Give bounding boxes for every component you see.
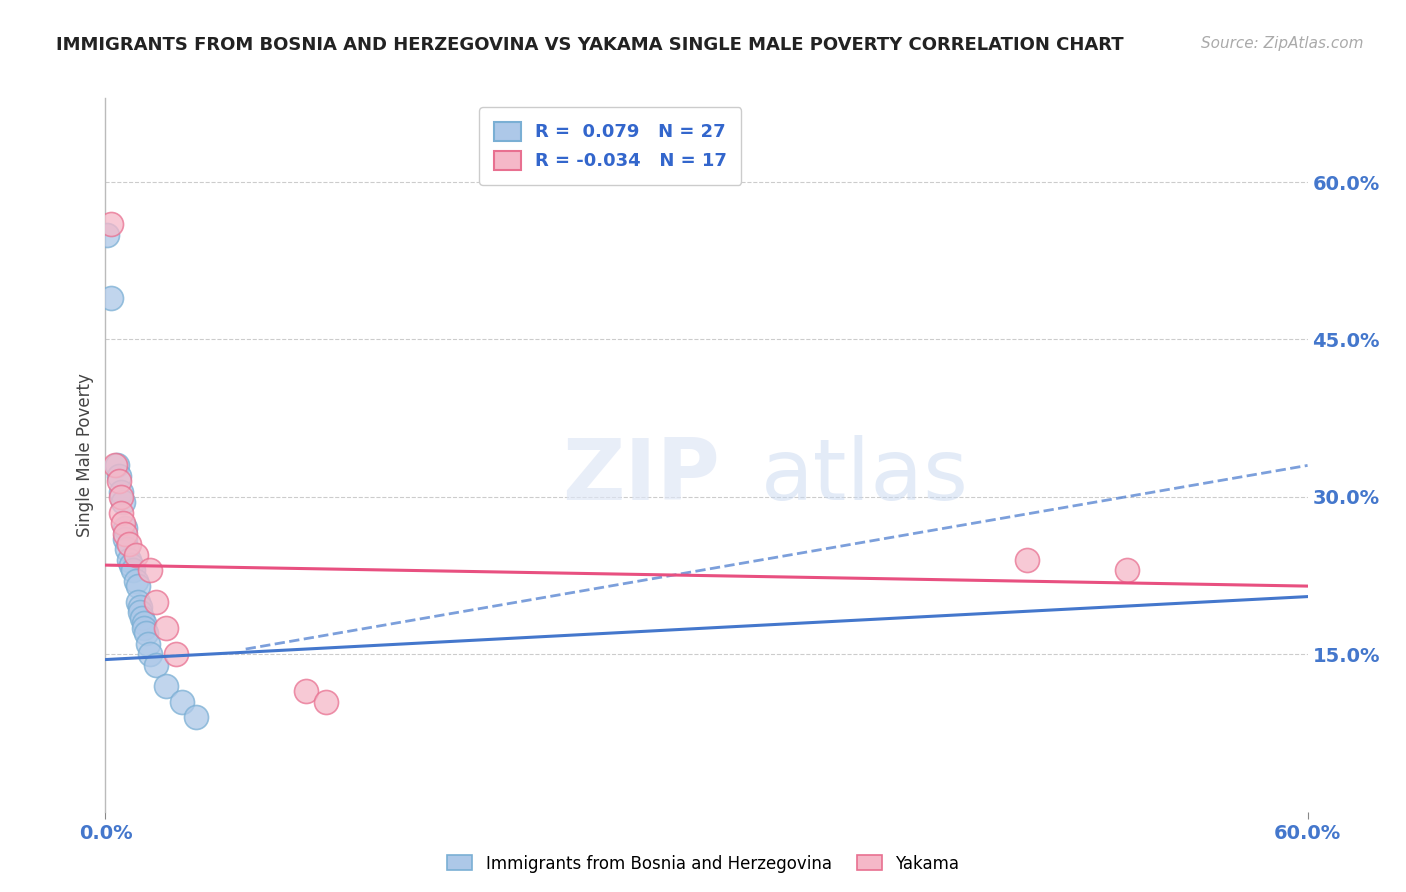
- Point: [100, 217, 122, 231]
- Point: [1017, 553, 1039, 567]
- Point: [145, 657, 167, 672]
- Point: [110, 506, 132, 520]
- Point: [108, 469, 131, 483]
- Point: [295, 684, 318, 698]
- Point: [100, 291, 122, 305]
- Point: [104, 458, 127, 473]
- Legend: R =  0.079   N = 27, R = -0.034   N = 17: R = 0.079 N = 27, R = -0.034 N = 17: [479, 107, 741, 185]
- Legend: Immigrants from Bosnia and Herzegovina, Yakama: Immigrants from Bosnia and Herzegovina, …: [440, 848, 966, 880]
- Point: [138, 648, 160, 662]
- Point: [127, 579, 149, 593]
- Point: [112, 495, 135, 509]
- Point: [135, 626, 157, 640]
- Point: [122, 563, 145, 577]
- Point: [138, 563, 160, 577]
- Point: [127, 595, 149, 609]
- Point: [1116, 563, 1139, 577]
- Point: [108, 474, 131, 488]
- Point: [110, 484, 132, 499]
- Point: [110, 490, 132, 504]
- Point: [128, 605, 150, 619]
- Point: [128, 600, 150, 615]
- Point: [124, 548, 146, 562]
- Point: [114, 532, 136, 546]
- Text: atlas: atlas: [761, 434, 969, 518]
- Point: [155, 621, 177, 635]
- Point: [155, 679, 177, 693]
- Point: [184, 710, 207, 724]
- Point: [170, 694, 193, 708]
- Point: [118, 553, 141, 567]
- Point: [107, 458, 129, 473]
- Point: [112, 516, 135, 530]
- Point: [114, 526, 136, 541]
- Point: [315, 694, 337, 708]
- Text: ZIP: ZIP: [562, 434, 720, 518]
- Point: [121, 558, 143, 573]
- Point: [145, 595, 167, 609]
- Text: Source: ZipAtlas.com: Source: ZipAtlas.com: [1201, 36, 1364, 51]
- Point: [124, 574, 146, 588]
- Point: [132, 615, 155, 630]
- Point: [114, 521, 136, 535]
- Point: [118, 537, 141, 551]
- Point: [117, 542, 139, 557]
- Point: [131, 610, 153, 624]
- Text: IMMIGRANTS FROM BOSNIA AND HERZEGOVINA VS YAKAMA SINGLE MALE POVERTY CORRELATION: IMMIGRANTS FROM BOSNIA AND HERZEGOVINA V…: [56, 36, 1123, 54]
- Y-axis label: Single Male Poverty: Single Male Poverty: [76, 373, 94, 537]
- Point: [165, 648, 187, 662]
- Point: [96, 227, 118, 242]
- Point: [136, 637, 159, 651]
- Point: [132, 621, 155, 635]
